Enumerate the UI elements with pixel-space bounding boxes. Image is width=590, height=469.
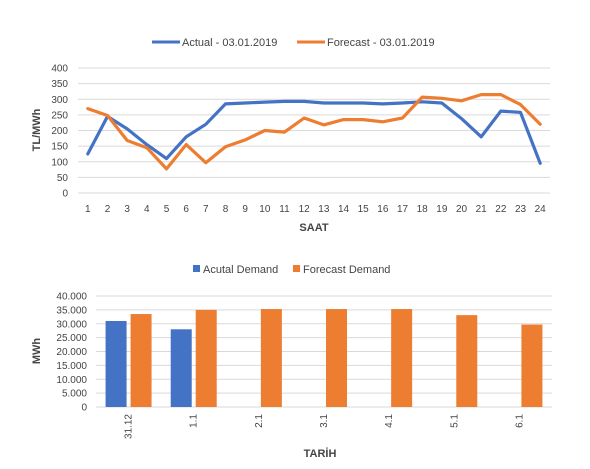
line-chart-y-tick: 50 <box>57 173 69 184</box>
actual-demand-bar <box>105 320 127 407</box>
bar-chart-x-tick: 6.1 <box>514 414 525 428</box>
bar-chart-x-tick: 4.1 <box>384 414 395 428</box>
line-chart-x-ticks: 1 2 3 4 5 6 7 8 9 10 11 12 13 14 15 16 17 18 19 20 21 22 23 24 <box>85 204 546 215</box>
actual-series-line <box>86 99 542 165</box>
bar-chart-y-tick: 15.000 <box>56 361 87 372</box>
line-chart-x-tick: 16 <box>377 204 389 215</box>
forecast-demand-bar <box>195 309 217 407</box>
forecast-demand-bar <box>326 309 347 407</box>
bar-chart-x-tick: 3.1 <box>319 414 330 428</box>
line-chart-x-tick: 22 <box>495 204 507 215</box>
line-chart-x-tick: 14 <box>338 204 350 215</box>
line-chart-x-tick: 8 <box>223 204 229 215</box>
line-chart-y-tick: 300 <box>51 95 68 106</box>
bar-chart-x-tick: 1.1 <box>189 414 200 428</box>
line-chart-y-ticks: 0 50 100 150 200 250 300 350 400 <box>51 64 68 200</box>
line-chart-x-tick: 1 <box>85 204 91 215</box>
line-chart-x-tick: 11 <box>279 204 290 215</box>
bar-chart-x-tick: 5.1 <box>449 414 460 428</box>
line-chart-y-tick: 250 <box>51 110 68 121</box>
line-chart-x-tick: 13 <box>318 204 330 215</box>
line-chart-y-tick: 100 <box>51 157 68 168</box>
bar-chart-y-ticks: 0 5.000 10.000 15.000 20.000 25.000 30.000 35.0… <box>56 292 87 414</box>
line-chart-x-tick: 21 <box>476 204 488 215</box>
line-chart-y-tick: 400 <box>51 64 68 75</box>
line-chart-series <box>86 92 542 171</box>
line-chart-x-axis-title: SAAT <box>299 222 328 234</box>
bar-chart-y-tick: 5.000 <box>62 389 87 400</box>
line-chart-x-tick: 10 <box>259 204 271 215</box>
line-chart-x-tick: 18 <box>417 204 429 215</box>
bar-chart-y-tick: 20.000 <box>56 347 87 358</box>
bar-chart-x-ticks: 31.12 1.1 2.1 3.1 4.1 5.1 6.1 <box>124 414 526 439</box>
line-chart-x-tick: 15 <box>358 204 370 215</box>
line-chart: Actual - 03.01.2019 Forecast - 03.01.201… <box>31 37 550 234</box>
bar-chart-legend: Acutal Demand Forecast Demand <box>193 264 390 276</box>
forecast-demand-bar <box>130 314 152 407</box>
bar-chart-x-tick: 31.12 <box>124 414 135 439</box>
bar-chart-y-axis-title: MWh <box>31 338 43 365</box>
forecast-demand-bar <box>456 315 478 407</box>
line-chart-y-tick: 150 <box>51 142 68 153</box>
line-chart-x-tick: 17 <box>397 204 409 215</box>
bar-chart-bars <box>105 309 543 407</box>
actual-demand-bar <box>170 329 192 407</box>
line-chart-x-tick: 23 <box>515 204 527 215</box>
bar-chart-x-tick: 2.1 <box>254 414 265 428</box>
legend-label-forecast-demand: Forecast Demand <box>303 264 390 276</box>
legend-label-actual: Actual - 03.01.2019 <box>182 37 277 49</box>
line-chart-y-tick: 200 <box>51 126 68 137</box>
line-chart-x-tick: 24 <box>535 204 547 215</box>
bar-chart-y-tick: 40.000 <box>56 292 87 303</box>
bar-chart-x-axis-title: TARİH <box>304 447 337 460</box>
forecast-demand-bar <box>521 324 543 407</box>
legend-label-actual-demand: Acutal Demand <box>203 264 278 276</box>
line-chart-x-tick: 7 <box>203 204 209 215</box>
line-chart-y-axis-title: TL/MWh <box>31 108 43 151</box>
line-chart-grid <box>78 67 550 194</box>
line-chart-x-tick: 12 <box>299 204 311 215</box>
line-chart-x-tick: 19 <box>436 204 448 215</box>
bar-chart-y-tick: 25.000 <box>56 333 87 344</box>
forecast-series-line <box>86 92 542 171</box>
bar-chart-y-tick: 10.000 <box>56 375 87 386</box>
line-chart-x-tick: 5 <box>164 204 170 215</box>
line-chart-x-tick: 4 <box>144 204 150 215</box>
legend-label-forecast: Forecast - 03.01.2019 <box>327 37 435 49</box>
bar-chart-y-tick: 0 <box>81 403 87 414</box>
line-chart-x-tick: 6 <box>183 204 189 215</box>
line-chart-y-tick: 350 <box>51 79 68 90</box>
line-chart-x-tick: 20 <box>456 204 468 215</box>
bar-chart-y-tick: 30.000 <box>56 319 87 330</box>
forecast-demand-bar <box>260 309 282 407</box>
bar-chart: Acutal Demand Forecast Demand 0 5.000 10.0… <box>31 264 552 460</box>
line-chart-x-tick: 2 <box>105 204 111 215</box>
line-chart-x-tick: 9 <box>242 204 248 215</box>
legend-swatch-forecast-demand <box>293 265 300 272</box>
bar-chart-y-tick: 35.000 <box>56 305 87 316</box>
forecast-demand-bar <box>391 309 413 407</box>
bar-chart-grid <box>96 295 552 408</box>
line-chart-x-tick: 3 <box>124 204 130 215</box>
line-chart-legend: Actual - 03.01.2019 Forecast - 03.01.201… <box>152 37 435 49</box>
line-chart-y-tick: 0 <box>62 189 68 200</box>
legend-swatch-actual-demand <box>193 265 200 272</box>
